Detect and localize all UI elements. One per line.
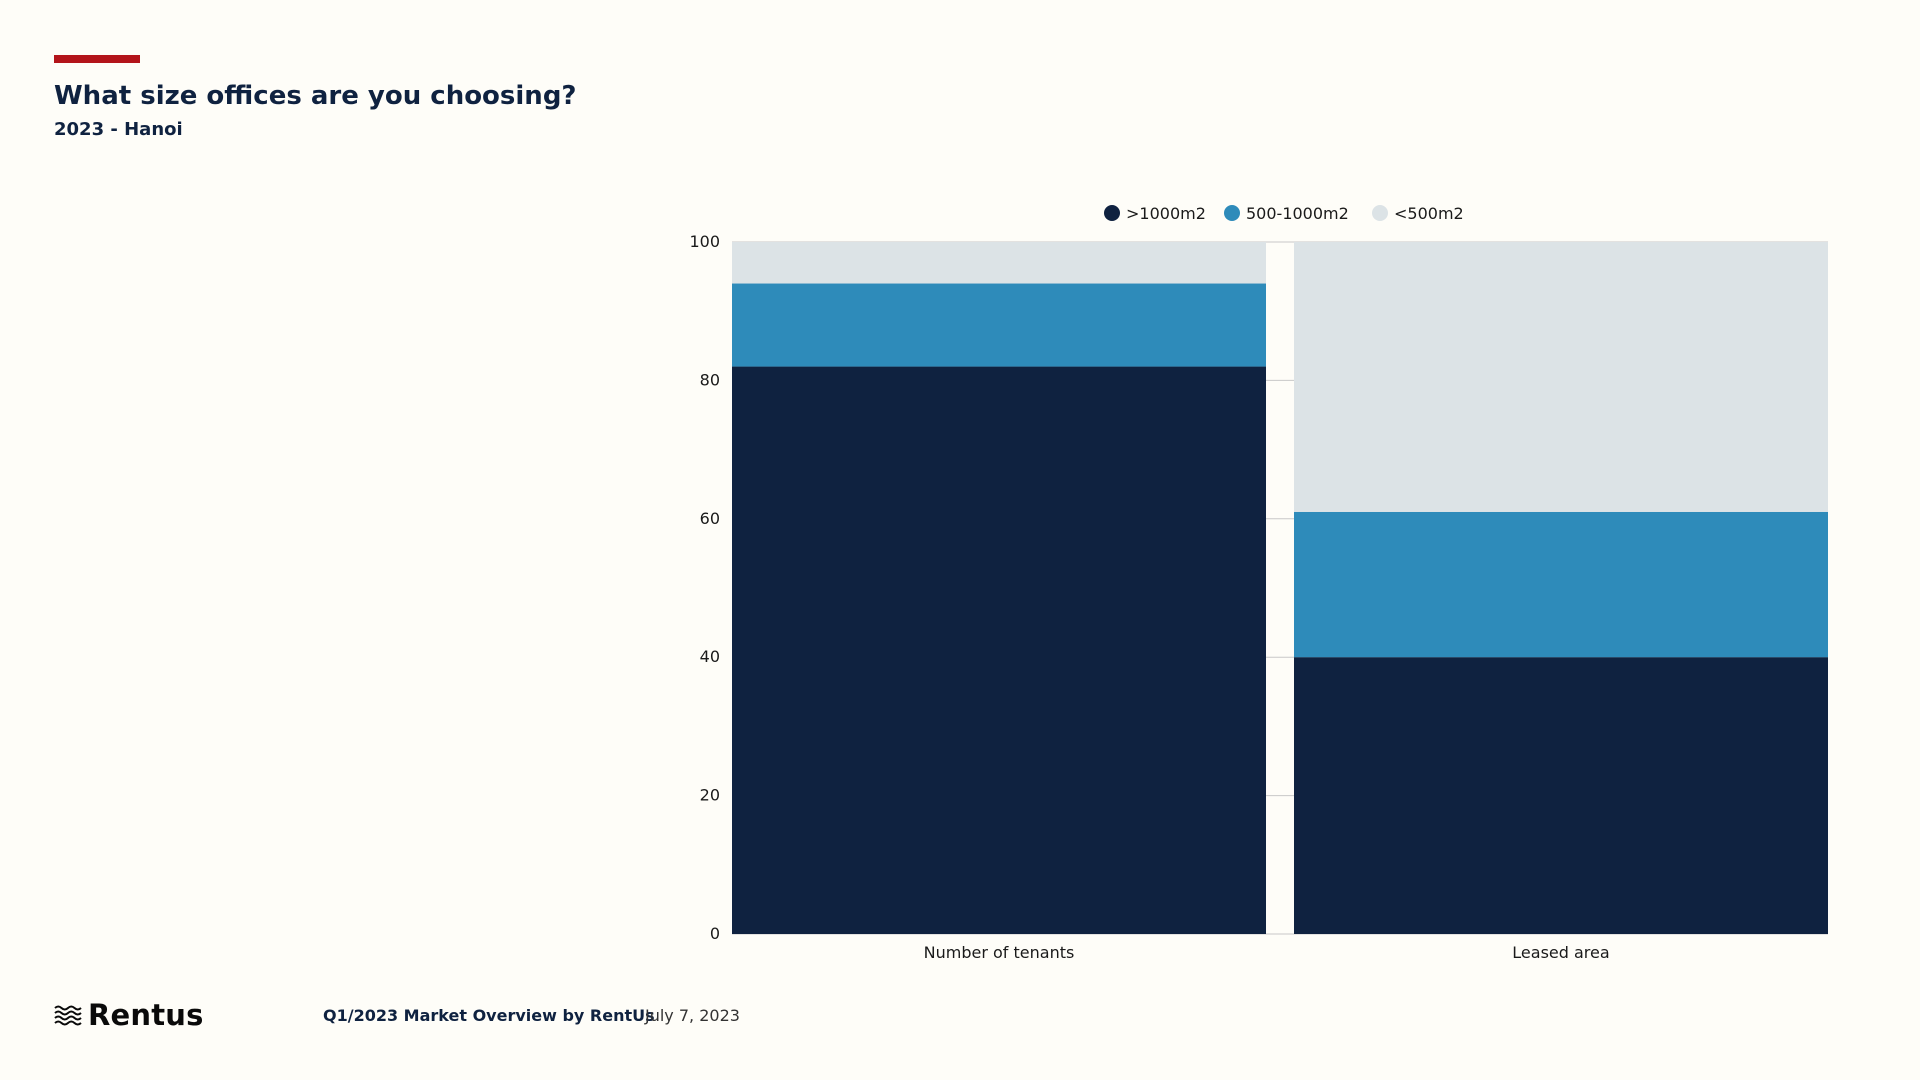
waves-icon (54, 1005, 82, 1026)
axis-layer: Number of tenants Leased area 0 20 40 60 80 100 (689, 232, 1609, 962)
bar-leased-area-500-1000m2[interactable] (1294, 511, 1828, 658)
report-date: July 7, 2023 (645, 1006, 740, 1025)
bars-layer (732, 242, 1828, 934)
legend-label: <500m2 (1394, 204, 1464, 223)
bar-leased-area-500m2[interactable] (1294, 242, 1828, 512)
x-tick-label: Leased area (1512, 943, 1609, 962)
legend-swatch (1104, 205, 1120, 221)
bar-leased-area-1000m2[interactable] (1294, 657, 1828, 934)
bar-number-of-tenants-500m2[interactable] (732, 242, 1266, 284)
rentus-logo[interactable]: Rentus (54, 998, 204, 1032)
y-tick-label: 20 (700, 786, 720, 805)
bar-number-of-tenants-1000m2[interactable] (732, 366, 1266, 934)
x-tick-label: Number of tenants (924, 943, 1075, 962)
legend-swatch (1372, 205, 1388, 221)
y-tick-label: 100 (689, 232, 720, 251)
logo-text: Rentus (88, 998, 204, 1032)
y-tick-label: 60 (700, 509, 720, 528)
legend-item-500-1000m2[interactable]: 500-1000m2 (1224, 204, 1349, 223)
title-accent-bar (54, 55, 140, 63)
chart-subtitle: 2023 - Hanoi (54, 119, 183, 140)
legend: >1000m2 500-1000m2 <500m2 (1104, 204, 1464, 223)
legend-item-500m2[interactable]: <500m2 (1372, 204, 1464, 223)
y-tick-label: 40 (700, 647, 720, 666)
report-label: Q1/2023 Market Overview by RentUs (323, 1006, 655, 1025)
legend-label: 500-1000m2 (1246, 204, 1349, 223)
y-tick-label: 80 (700, 370, 720, 389)
legend-item-1000m2[interactable]: >1000m2 (1104, 204, 1206, 223)
bar-number-of-tenants-500-1000m2[interactable] (732, 283, 1266, 367)
stacked-bar-chart: Number of tenants Leased area 0 20 40 60 80 100… (689, 204, 1828, 962)
legend-swatch (1224, 205, 1240, 221)
y-tick-label: 0 (710, 924, 720, 943)
chart-title: What size offices are you choosing? (54, 81, 577, 111)
legend-label: >1000m2 (1126, 204, 1206, 223)
